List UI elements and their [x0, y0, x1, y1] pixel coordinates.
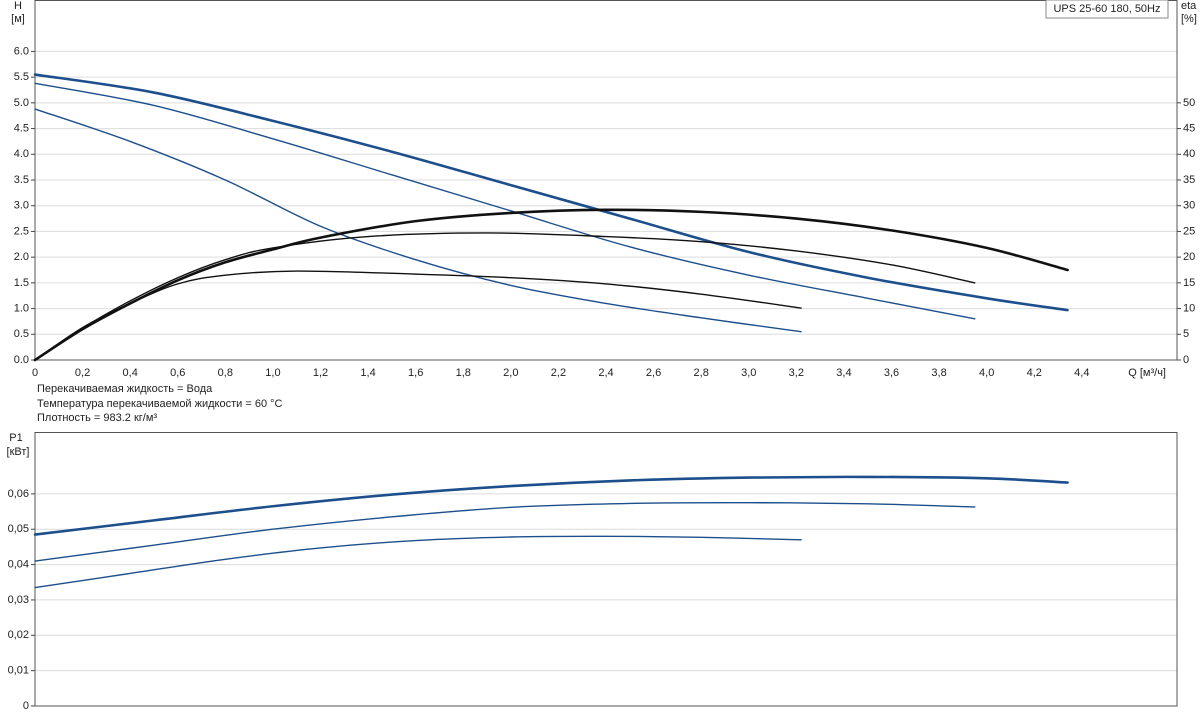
- y-tick-label: 2.0: [14, 251, 29, 263]
- y2-tick-label: 25: [1183, 225, 1195, 237]
- x-tick-label: 4,4: [1074, 367, 1089, 379]
- x-tick-label: 1,0: [265, 367, 280, 379]
- x-tick-label: 3,6: [884, 367, 899, 379]
- y-tick-label: 2.5: [14, 225, 29, 237]
- x-tick-label: 2,4: [598, 367, 613, 379]
- x-tick-label: 3,8: [931, 367, 946, 379]
- y2-tick-label: 20: [1183, 251, 1195, 263]
- curve: [34, 501, 976, 562]
- y-tick-label: 5.0: [14, 97, 29, 109]
- x-tick-label: 1,8: [456, 367, 471, 379]
- curve: [33, 73, 1069, 312]
- y-tick-label: 0,01: [8, 665, 29, 677]
- y-axis-unit: [м]: [11, 13, 25, 25]
- x-tick-label: 4,0: [979, 367, 994, 379]
- y-axis-unit: [кВт]: [7, 446, 30, 458]
- y-tick-label: 0,03: [8, 594, 29, 606]
- legend-box: [1045, 0, 1169, 19]
- y2-tick-label: 15: [1183, 277, 1195, 289]
- x-tick-label: 3,2: [789, 367, 804, 379]
- curve: [34, 270, 802, 361]
- x-tick-label: 0,4: [123, 367, 138, 379]
- y2-axis-unit: [%]: [1181, 13, 1197, 25]
- y2-tick-label: 35: [1183, 174, 1195, 186]
- y-tick-label: 0.5: [14, 328, 29, 340]
- y2-tick-label: 0: [1183, 354, 1189, 366]
- note: Температура перекачиваемой жидкости = 60…: [37, 398, 283, 410]
- curve: [33, 475, 1069, 536]
- y-tick-label: 0,02: [8, 629, 29, 641]
- y-axis-label: H: [14, 0, 22, 12]
- plot-frame: [34, 432, 1178, 707]
- y2-tick-label: 5: [1183, 328, 1189, 340]
- y2-tick-label: 10: [1183, 302, 1195, 314]
- note: Перекачиваемая жидкость = Вода: [37, 383, 213, 395]
- y2-axis-label: eta: [1181, 0, 1197, 12]
- y2-tick-label: 30: [1183, 200, 1195, 212]
- x-tick-label: 1,6: [408, 367, 423, 379]
- y-tick-label: 0,04: [8, 558, 29, 570]
- x-tick-label: 1,2: [313, 367, 328, 379]
- x-tick-label: 0,6: [170, 367, 185, 379]
- x-tick-label: 2,8: [694, 367, 709, 379]
- grid-layer: [31, 0, 1181, 707]
- y2-tick-label: 45: [1183, 122, 1195, 134]
- y-tick-label: 0: [23, 700, 29, 712]
- x-axis-label: Q [м³/ч]: [1128, 367, 1166, 379]
- note: Плотность = 983.2 кг/м³: [37, 412, 157, 424]
- y-tick-label: 0,06: [8, 488, 29, 500]
- x-tick-label: 2,2: [551, 367, 566, 379]
- y-tick-label: 4.5: [14, 122, 29, 134]
- plot-frame: [34, 0, 1178, 361]
- curve-layer: [33, 73, 1069, 589]
- x-tick-label: 3,4: [836, 367, 851, 379]
- y-tick-label: 1.0: [14, 302, 29, 314]
- legend-text: UPS 25-60 180, 50Hz: [1053, 3, 1160, 15]
- curve: [33, 208, 1069, 362]
- label-layer: H [м] eta [%] UPS 25-60 180, 50Hz Q [м³/…: [7, 0, 1197, 712]
- x-tick-label: 4,2: [1027, 367, 1042, 379]
- x-tick-label: 3,0: [741, 367, 756, 379]
- y2-tick-label: 40: [1183, 148, 1195, 160]
- x-tick-label: 0,8: [218, 367, 233, 379]
- y2-tick-label: 50: [1183, 97, 1195, 109]
- x-tick-label: 0: [32, 367, 38, 379]
- x-tick-label: 1,4: [360, 367, 375, 379]
- y-tick-label: 5.5: [14, 71, 29, 83]
- y-tick-label: 0,05: [8, 523, 29, 535]
- y-tick-label: 3.5: [14, 174, 29, 186]
- y-tick-label: 0.0: [14, 354, 29, 366]
- y-tick-label: 4.0: [14, 148, 29, 160]
- y-tick-label: 3.0: [14, 200, 29, 212]
- x-tick-label: 2,6: [646, 367, 661, 379]
- curve: [34, 232, 976, 361]
- y-axis-label: P1: [9, 432, 22, 444]
- y-tick-label: 1.5: [14, 277, 29, 289]
- curve: [34, 535, 802, 589]
- x-tick-label: 0,2: [75, 367, 90, 379]
- x-tick-label: 2,0: [503, 367, 518, 379]
- curve: [34, 82, 976, 320]
- curve: [34, 108, 802, 333]
- y-tick-label: 6.0: [14, 45, 29, 57]
